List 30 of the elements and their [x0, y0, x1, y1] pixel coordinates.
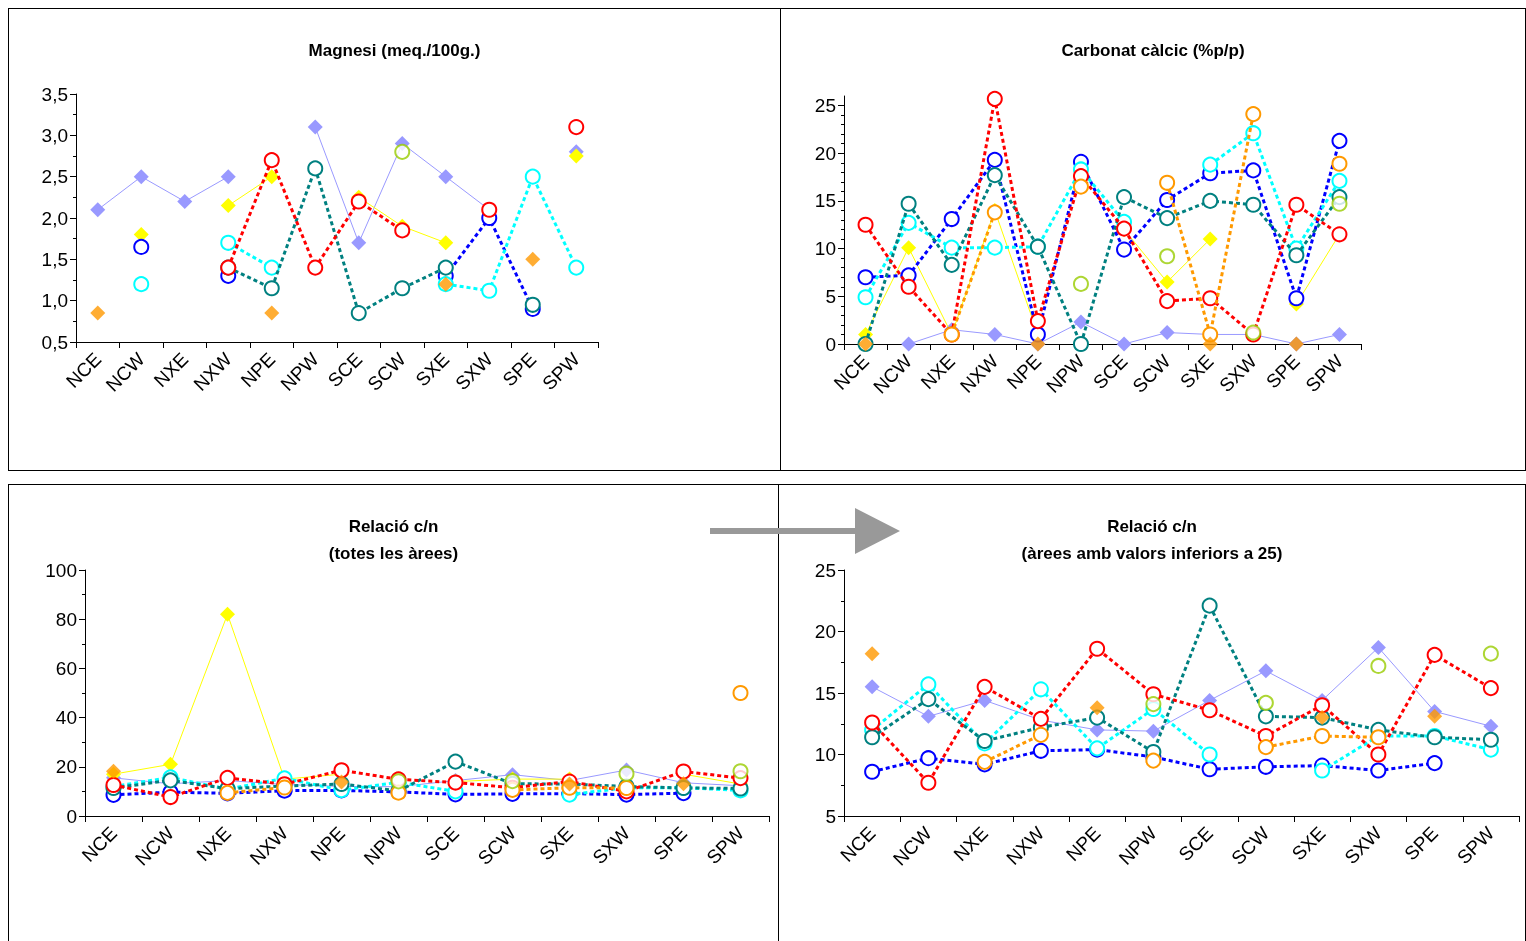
y-tick-label: 3,5 — [41, 83, 68, 105]
y-tick-label: 3,0 — [41, 124, 68, 146]
y-tick-label: 40 — [55, 707, 77, 729]
y-tick-label: 20 — [814, 621, 836, 642]
y-tick-label: 20 — [814, 142, 836, 164]
chart-title: Relació c/n — [348, 517, 439, 536]
y-tick-label: 60 — [55, 657, 77, 679]
y-tick-label: 0,5 — [41, 331, 68, 353]
y-tick-label: 15 — [814, 682, 836, 704]
y-tick-label: 10 — [814, 744, 836, 765]
y-tick-label: 2,5 — [41, 166, 68, 188]
y-tick-label: 5 — [825, 805, 836, 827]
chart-subtitle: (àrees amb valors inferiors a 25) — [1021, 544, 1283, 563]
y-tick-label: 2,0 — [41, 207, 68, 229]
y-tick-label: 10 — [814, 238, 836, 260]
y-tick-label: 100 — [45, 559, 77, 581]
y-tick-label: 5 — [825, 285, 836, 307]
y-tick-label: 25 — [814, 559, 836, 581]
chart-subtitle: (totes les àrees) — [328, 544, 459, 563]
chart-title: Relació c/n — [1107, 517, 1197, 536]
y-tick-label: 80 — [55, 608, 77, 630]
y-tick-label: 20 — [55, 756, 77, 778]
chart-title: Magnesi (meq./100g.) — [308, 41, 481, 60]
y-tick-label: 1,5 — [41, 248, 68, 270]
y-tick-label: 1,0 — [41, 290, 68, 312]
chart-title: Carbonat càlcic (%p/p) — [1061, 41, 1245, 60]
y-tick-label: 0 — [825, 333, 836, 355]
y-tick-label: 0 — [66, 805, 77, 827]
y-tick-label: 25 — [814, 95, 836, 117]
y-tick-label: 15 — [814, 190, 836, 212]
